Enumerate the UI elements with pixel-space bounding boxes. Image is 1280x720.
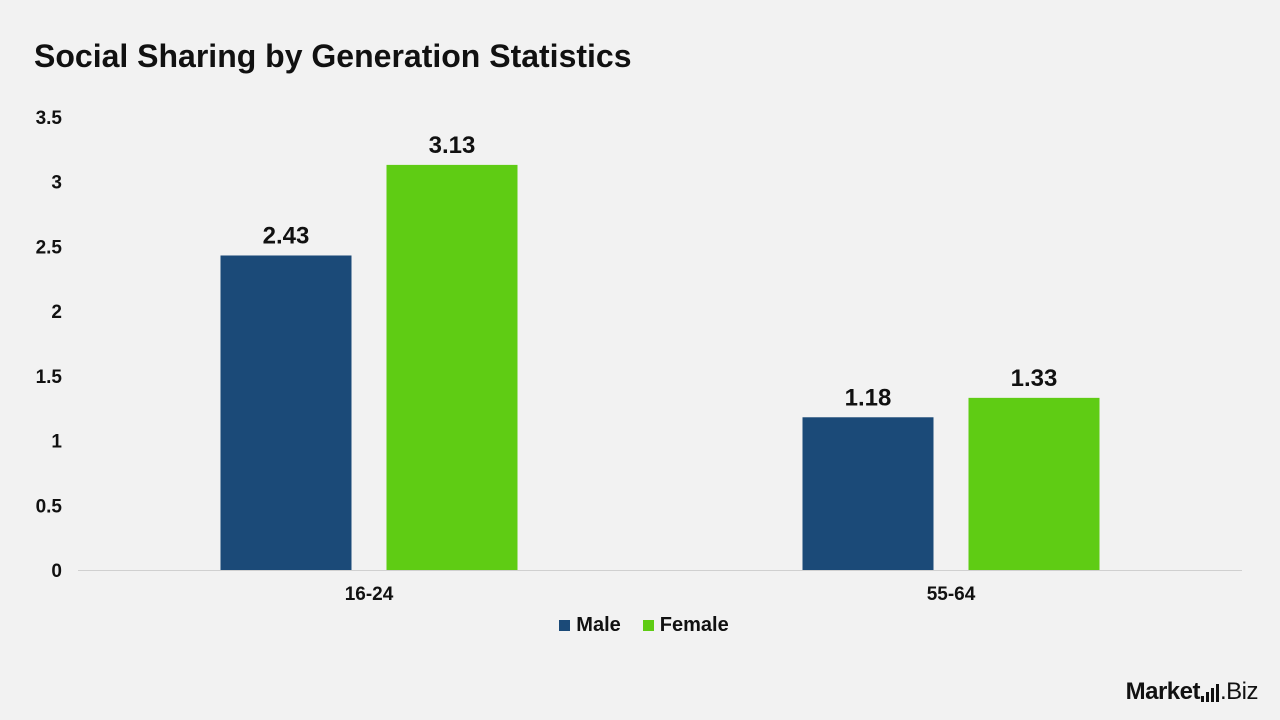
y-tick-label: 2.5 [36,237,63,258]
brand-logo: Market .Biz [1125,678,1259,706]
y-tick-label: 1 [51,432,62,453]
bar-male-55-64 [802,417,934,570]
brand-suffix: .Biz [1219,678,1259,705]
legend-swatch-female [642,620,654,631]
x-category-label: 55-64 [927,584,976,605]
x-category-label: 16-24 [345,584,394,605]
chart-legend: Male Female [0,614,1280,637]
bar-female-16-24 [386,164,518,571]
bar-chart: 0 0.5 1 1.5 2 2.5 3 3.5 2.43 3.13 16-24 1.18 1.33 55-… [36,108,1242,605]
legend-label-female: Female [659,614,729,636]
data-label: 1.33 [1011,365,1058,392]
brand-name: Market [1125,678,1201,705]
legend-item-male: Male [559,614,621,637]
y-tick-label: 1.5 [36,367,63,388]
chart-title: Social Sharing by Generation Statistics [34,38,632,74]
y-tick-label: 0.5 [36,496,63,517]
data-label: 3.13 [429,132,476,159]
legend-item-female: Female [642,614,729,637]
bar-male-16-24 [220,255,352,570]
y-tick-label: 0 [51,561,62,582]
y-tick-label: 2 [51,302,62,323]
data-label: 2.43 [263,222,310,249]
bar-female-55-64 [968,397,1100,570]
data-label: 1.18 [845,384,892,411]
y-tick-label: 3.5 [36,108,63,129]
bar-chart-icon [1200,684,1219,702]
legend-label-male: Male [576,614,621,636]
legend-swatch-male [559,620,571,631]
y-tick-label: 3 [51,173,62,194]
